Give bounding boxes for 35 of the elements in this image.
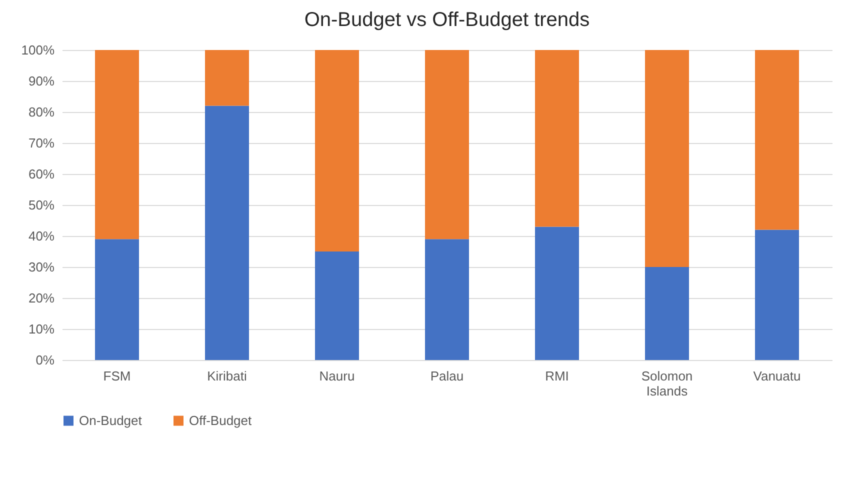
bar [425,50,469,240]
bar [755,50,799,230]
x-tick-label: Vanuatu [753,368,801,384]
x-tick-label: Palau [430,368,464,384]
x-tick-label: Nauru [319,368,355,384]
x-tick-label: RMI [545,368,569,384]
y-tick-label: 20% [28,290,55,306]
chart-title: On-Budget vs Off-Budget trends [304,9,590,31]
y-tick-label: 80% [28,104,55,120]
y-tick-label: 0% [36,352,55,368]
x-tick-label: Solomon Islands [641,368,693,398]
legend-label: On-Budget [79,412,142,428]
bar [535,50,579,227]
bar [755,230,799,360]
y-tick-label: 70% [28,136,55,150]
y-tick-label: 90% [28,74,55,88]
y-tick-label: 50% [28,198,55,212]
bar [205,106,249,360]
bar [95,50,139,240]
bar [95,239,139,360]
legend-label: Off-Budget [189,412,252,428]
bar [645,267,689,360]
x-tick-label: FSM [103,368,131,384]
bar [535,226,579,360]
x-tick-label: Kiribati [207,368,247,384]
y-tick-label: 40% [28,228,55,244]
y-tick-label: 30% [28,260,55,274]
bar [645,50,689,267]
y-tick-label: 10% [28,322,55,336]
bar [425,239,469,360]
bar [205,50,249,106]
y-tick-label: 100% [21,42,55,58]
y-tick-label: 60% [28,166,55,182]
bar [315,50,359,252]
bar [315,252,359,360]
